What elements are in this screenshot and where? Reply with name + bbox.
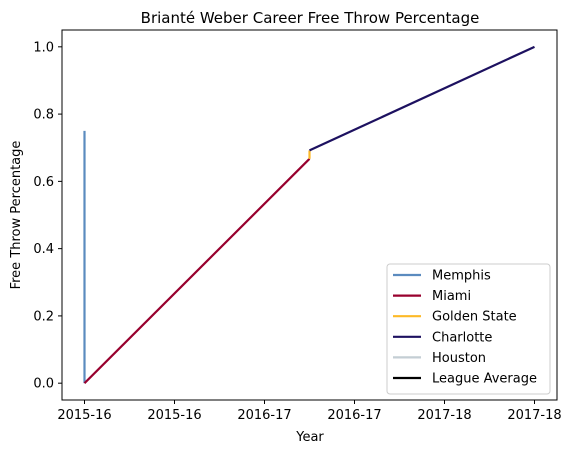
y-axis-label: Free Throw Percentage xyxy=(9,141,24,290)
x-tick-label: 2016-17 xyxy=(327,408,381,423)
x-tick-label: 2016-17 xyxy=(237,408,291,423)
series-lines xyxy=(83,45,535,384)
legend-label-houston: Houston xyxy=(432,351,486,366)
series-line-miami xyxy=(83,158,311,384)
legend-label-league-average: League Average xyxy=(432,372,537,387)
legend: Memphis Miami Golden State Charlotte Houston… xyxy=(386,263,551,395)
plot-area xyxy=(61,29,558,401)
legend-label-miami: Miami xyxy=(432,289,471,304)
legend-label-charlotte: Charlotte xyxy=(432,330,492,345)
y-tick-label: 0.2 xyxy=(33,309,54,324)
x-axis: 2015-16 2015-16 2016-17 2016-17 2017-18 2017-… xyxy=(57,400,562,423)
y-tick-label: 0.6 xyxy=(33,175,54,190)
legend-label-golden-state: Golden State xyxy=(432,310,517,325)
y-tick-label: 0.4 xyxy=(33,242,54,257)
y-tick-label: 0.8 xyxy=(33,108,54,123)
legend-label-memphis: Memphis xyxy=(432,269,491,284)
y-tick-label: 0.0 xyxy=(33,377,54,392)
x-axis-label: Year xyxy=(295,430,324,445)
y-axis: 0.0 0.2 0.4 0.6 0.8 1.0 xyxy=(33,40,62,392)
x-tick-label: 2017-18 xyxy=(417,408,471,423)
x-tick-label: 2017-18 xyxy=(507,408,561,423)
y-tick-label: 1.0 xyxy=(33,40,54,55)
x-tick-label: 2015-16 xyxy=(147,408,201,423)
legend-box xyxy=(386,263,551,395)
x-tick-label: 2015-16 xyxy=(57,408,111,423)
series-line-charlotte xyxy=(309,45,535,152)
chart-title: Brianté Weber Career Free Throw Percenta… xyxy=(141,9,480,27)
